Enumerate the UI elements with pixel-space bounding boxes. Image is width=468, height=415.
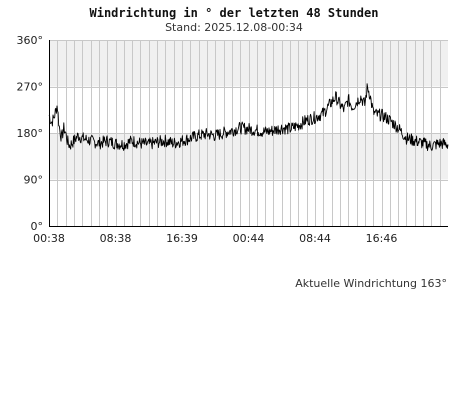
- y-tick-label: 90°: [24, 174, 44, 187]
- x-tick-label: 16:39: [166, 232, 198, 245]
- current-wind-direction: Aktuelle Windrichtung 163°: [295, 277, 447, 290]
- y-tick-label: 180°: [17, 127, 44, 140]
- x-tick-label: 08:38: [100, 232, 132, 245]
- chart-title: Windrichtung in ° der letzten 48 Stunden: [89, 6, 379, 20]
- x-tick-label: 08:44: [299, 232, 331, 245]
- wind-direction-series-line: [48, 83, 449, 152]
- y-tick-label: 270°: [17, 81, 44, 94]
- x-tick-label: 00:38: [33, 232, 65, 245]
- shaded-band: [49, 40, 448, 87]
- y-tick-label: 360°: [17, 34, 44, 47]
- x-tick-label: 00:44: [233, 232, 265, 245]
- chart-subtitle: Stand: 2025.12.08-00:34: [165, 21, 303, 34]
- y-tick-label: 0°: [31, 220, 44, 233]
- shaded-band: [49, 133, 448, 180]
- x-tick-label: 16:46: [366, 232, 398, 245]
